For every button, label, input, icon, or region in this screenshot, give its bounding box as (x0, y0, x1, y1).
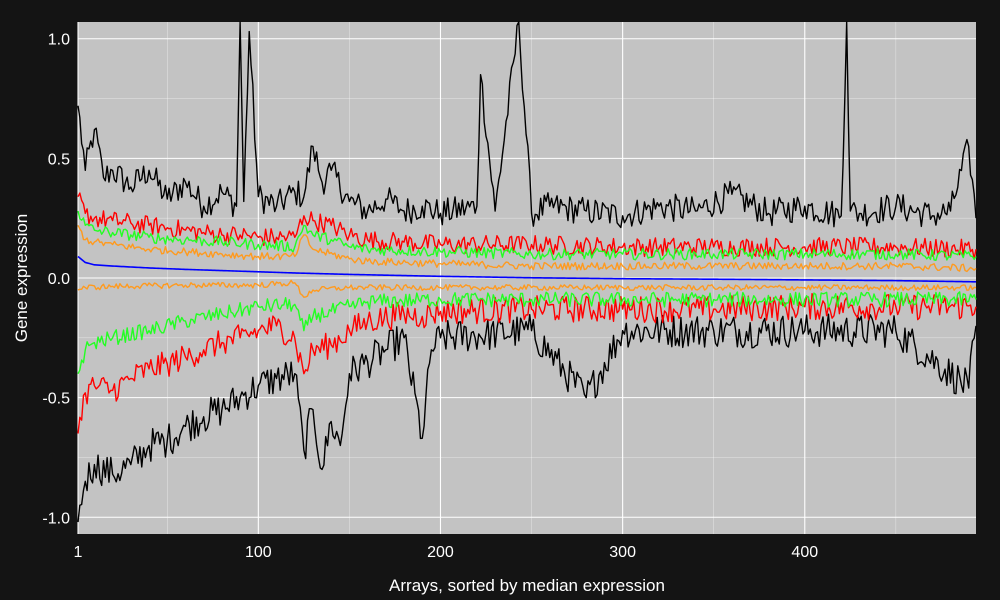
series-line-inner (77, 225, 977, 273)
series-line-middle (77, 210, 977, 261)
series-line-middle-lower (77, 291, 977, 375)
y-tick-label: -0.5 (42, 391, 70, 408)
series-line-outer (77, 192, 977, 260)
series-lines (77, 21, 977, 523)
y-tick-label: 0.5 (48, 151, 70, 168)
series-line-inner-lower (77, 279, 977, 298)
x-tick-label: 200 (427, 544, 454, 561)
x-tick-label: 1 (74, 544, 83, 561)
y-tick-label: 0.0 (48, 271, 70, 288)
x-tick-label: 400 (791, 544, 818, 561)
series-line-median (77, 255, 977, 283)
x-axis-label: Arrays, sorted by median expression (389, 576, 665, 595)
series-line-outer-lower (77, 292, 977, 434)
x-tick-label: 300 (609, 544, 636, 561)
y-tick-labels: -1.0 -0.5 0.0 0.5 1.0 (42, 32, 70, 528)
y-tick-label: 1.0 (48, 32, 70, 49)
x-tick-label: 100 (245, 544, 272, 561)
x-tick-labels: 1 100 200 300 400 (74, 544, 819, 561)
grid-lines (77, 22, 976, 534)
y-axis-label: Gene expression (12, 214, 31, 343)
series-line-extreme-lower (77, 313, 977, 523)
y-tick-label: -1.0 (42, 510, 70, 527)
series-line-extreme (77, 21, 977, 229)
